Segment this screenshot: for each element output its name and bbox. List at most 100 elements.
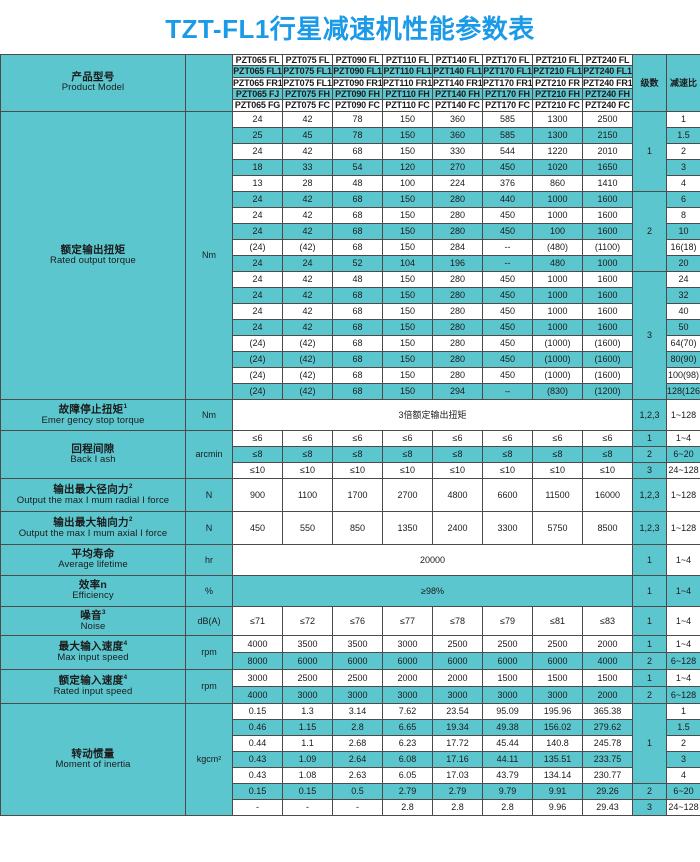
noise-value: ≤76: [332, 605, 383, 636]
axial-force-value: 8500: [582, 510, 633, 545]
radial-force-stage: 1,2,3: [632, 477, 667, 512]
axial-force-stage: 1,2,3: [632, 510, 667, 545]
emergency-stop-unit: Nm: [185, 398, 233, 431]
model-cell: PZT090 FR1: [332, 76, 383, 90]
model-cell: PZT090 FL1: [332, 65, 383, 78]
rated-torque-value: 68: [332, 334, 383, 352]
rated-torque-value: 24: [232, 190, 283, 208]
rated-torque-value: 1600: [582, 270, 633, 288]
rated-torque-value: 42: [282, 286, 333, 304]
rated-torque-value: 450: [482, 222, 533, 240]
rated-torque-ratio: 16(18): [666, 238, 700, 256]
inertia-value: 29.26: [582, 782, 633, 800]
backlash-ratio: 6~20: [666, 445, 700, 463]
max-input-speed-value: 6000: [282, 651, 333, 670]
rated-input-speed-value: 1500: [482, 668, 533, 687]
radial-force-value: 16000: [582, 477, 633, 512]
inertia-value: 0.15: [282, 782, 333, 800]
inertia-value: 17.72: [432, 734, 483, 752]
model-cell: PZT090 FL: [332, 53, 383, 67]
axial-force-label: 输出最大轴向力2 Output the max I mum axial I for…: [0, 510, 186, 545]
max-input-speed-value: 6000: [432, 651, 483, 670]
noise-value: ≤77: [382, 605, 433, 636]
model-cell: PZT140 FL: [432, 53, 483, 67]
rated-torque-value: 78: [332, 110, 383, 128]
radial-force-value: 4800: [432, 477, 483, 512]
radial-force-value: 900: [232, 477, 283, 512]
rated-torque-value: 1600: [582, 222, 633, 240]
rated-torque-value: 585: [482, 126, 533, 144]
axial-force-value: 450: [232, 510, 283, 545]
rated-torque-ratio: 50: [666, 318, 700, 336]
data-row: 24 42 68 150 280 450 100 1600 10: [1, 222, 700, 240]
data-row: 0.43 1.09 2.64 6.08 17.16 44.11 135.51 233.75 3: [1, 750, 700, 768]
backlash-value: ≤6: [482, 429, 533, 447]
model-cell: PZT110 FH: [382, 88, 433, 101]
backlash-unit: arcmin: [185, 429, 233, 479]
model-cell: PZT140 FR1: [432, 76, 483, 90]
max-input-speed-stage: 1: [632, 634, 667, 653]
inertia-value: 6.23: [382, 734, 433, 752]
rated-torque-value: (1000): [532, 350, 583, 368]
rated-torque-value: (1600): [582, 334, 633, 352]
rated-torque-value: 42: [282, 318, 333, 336]
inertia-value: 195.96: [532, 702, 583, 720]
lifetime-label: 平均寿命 Average lifetime: [0, 543, 186, 576]
rated-torque-value: 120: [382, 158, 433, 176]
rated-torque-value: 48: [332, 270, 383, 288]
axial-force-value: 2400: [432, 510, 483, 545]
rated-torque-value: 294: [432, 382, 483, 400]
rated-input-speed-label: 额定输入速度4 Rated input speed: [0, 668, 186, 704]
radial-force-value: 1100: [282, 477, 333, 512]
inertia-ratio: 4: [666, 766, 700, 784]
data-row: (24) (42) 68 150 284 -- (480) (1100) 16(18): [1, 238, 700, 256]
inertia-value: -: [232, 798, 283, 816]
inertia-value: 2.63: [332, 766, 383, 784]
rated-torque-ratio: 3: [666, 158, 700, 176]
rated-torque-value: 376: [482, 174, 533, 192]
model-cell: PZT170 FC: [482, 99, 533, 112]
backlash-value: ≤10: [582, 461, 633, 479]
inertia-value: 156.02: [532, 718, 583, 736]
model-cell: PZT210 FH: [532, 88, 583, 101]
rated-torque-value: 480: [532, 254, 583, 272]
rated-torque-value: 450: [482, 302, 533, 320]
rated-input-speed-value: 3000: [332, 685, 383, 704]
backlash-value: ≤10: [432, 461, 483, 479]
backlash-value: ≤6: [532, 429, 583, 447]
backlash-value: ≤8: [532, 445, 583, 463]
emergency-stop-stage: 1,2,3: [632, 398, 667, 431]
backlash-stage: 3: [632, 461, 667, 479]
rated-torque-value: 440: [482, 190, 533, 208]
inertia-value: 0.5: [332, 782, 383, 800]
max-input-speed-value: 2000: [582, 634, 633, 653]
inertia-value: 1.3: [282, 702, 333, 720]
noise-stage: 1: [632, 605, 667, 636]
inertia-value: 1.09: [282, 750, 333, 768]
rated-torque-value: 104: [382, 254, 433, 272]
rated-torque-ratio: 24: [666, 270, 700, 288]
rated-torque-value: (1000): [532, 334, 583, 352]
rated-torque-value: 450: [482, 350, 533, 368]
rated-torque-value: (24): [232, 382, 283, 400]
efficiency-ratio: 1~4: [666, 574, 700, 607]
inertia-value: 0.15: [232, 702, 283, 720]
inertia-value: 49.38: [482, 718, 533, 736]
rated-torque-value: (42): [282, 238, 333, 256]
data-row: 0.15 0.15 0.5 2.79 2.79 9.79 9.91 29.26 2 6~20: [1, 782, 700, 800]
backlash-value: ≤8: [482, 445, 533, 463]
rated-input-speed-value: 3000: [432, 685, 483, 704]
inertia-value: 1.1: [282, 734, 333, 752]
rated-torque-value: 24: [282, 254, 333, 272]
inertia-value: 2.68: [332, 734, 383, 752]
data-row: - - -2.8 2.8 2.8 9.96 29.43 3 24~128: [1, 798, 700, 816]
max-input-speed-unit: rpm: [185, 634, 233, 670]
rated-torque-value: 68: [332, 286, 383, 304]
inertia-value: 2.79: [382, 782, 433, 800]
rated-torque-value: 100: [532, 222, 583, 240]
header-unit-spacer: [185, 54, 233, 112]
rated-input-speed-value: 2500: [332, 668, 383, 687]
backlash-value: ≤8: [282, 445, 333, 463]
rated-torque-value: 2010: [582, 142, 633, 160]
